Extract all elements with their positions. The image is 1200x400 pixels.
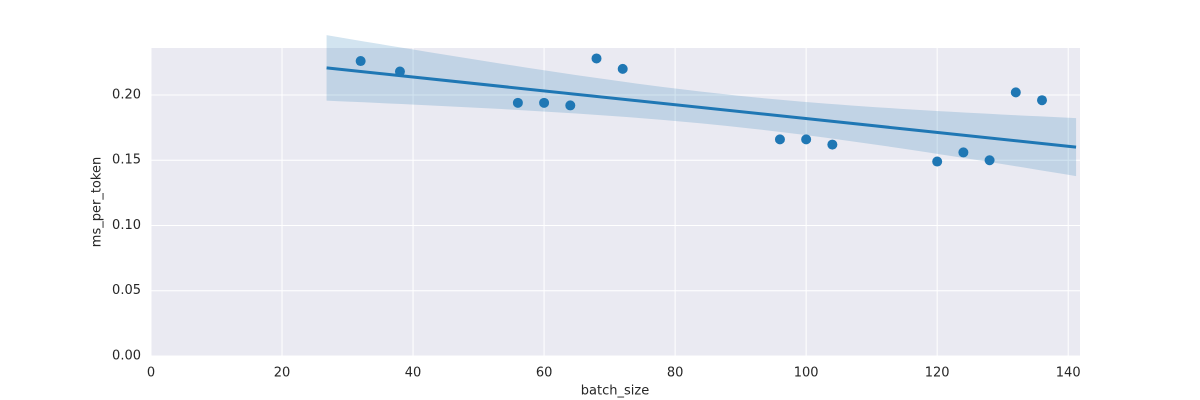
point xyxy=(984,155,995,166)
y-axis-label: ms_per_token xyxy=(90,157,105,247)
y-tick-label: 0.20 xyxy=(112,87,141,102)
point xyxy=(394,66,405,77)
confidence-band xyxy=(326,35,1077,177)
y-tick-label: 0.15 xyxy=(112,153,141,168)
x-tick-label: 140 xyxy=(1056,366,1081,381)
y-tick-label: 0.05 xyxy=(112,283,141,298)
point xyxy=(958,147,969,158)
x-tick-label: 0 xyxy=(147,366,155,381)
point xyxy=(617,63,628,74)
point xyxy=(1010,87,1021,98)
x-tick-label: 20 xyxy=(274,366,291,381)
point xyxy=(355,56,366,67)
point xyxy=(1037,95,1048,106)
point xyxy=(512,97,523,108)
marks xyxy=(326,35,1077,177)
grid xyxy=(150,48,1080,357)
y-tick-label: 0.10 xyxy=(112,218,141,233)
x-tick-label: 80 xyxy=(667,366,684,381)
point xyxy=(565,100,576,111)
point xyxy=(539,97,550,108)
point xyxy=(774,134,785,145)
x-tick-label: 100 xyxy=(794,366,819,381)
x-tick-label: 120 xyxy=(925,366,950,381)
y-tick-label: 0.00 xyxy=(112,349,141,364)
x-tick-label: 60 xyxy=(536,366,553,381)
x-tick-label: 40 xyxy=(405,366,422,381)
x-axis-label: batch_size xyxy=(581,384,649,399)
point xyxy=(827,139,838,150)
point xyxy=(591,53,602,64)
regression-line xyxy=(326,66,1077,149)
point xyxy=(932,156,943,167)
point xyxy=(801,134,812,145)
